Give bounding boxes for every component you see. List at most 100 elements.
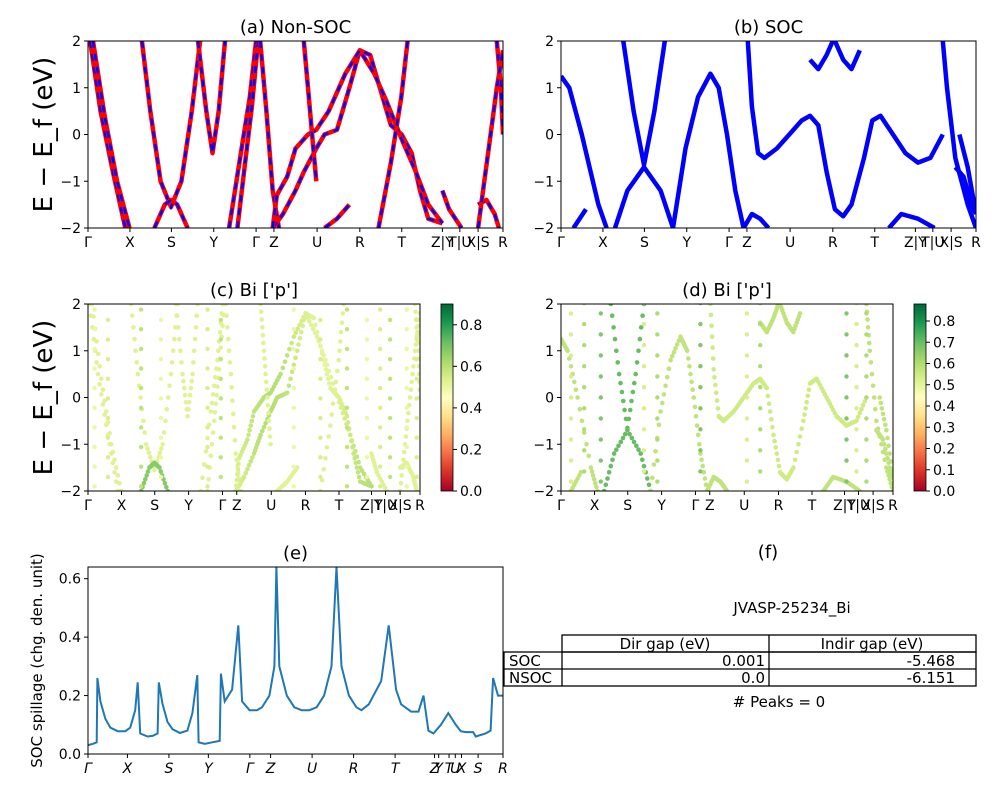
projection-point	[603, 482, 609, 488]
projection-point	[885, 435, 890, 441]
projection-point	[887, 451, 892, 456]
panel-f-title: (f)	[758, 542, 778, 563]
projection-point	[697, 442, 702, 447]
projection-point	[568, 416, 574, 421]
projection-point	[698, 342, 703, 348]
band-line-overlay	[236, 41, 260, 228]
projection-point	[144, 473, 149, 478]
projection-point	[655, 416, 660, 421]
projection-point	[336, 357, 342, 363]
projection-point	[773, 445, 778, 450]
projection-point	[143, 477, 148, 482]
projection-point	[92, 307, 97, 312]
projection-point	[310, 326, 316, 332]
projection-point	[378, 366, 383, 371]
colorbar	[913, 303, 927, 492]
projection-point	[262, 364, 268, 369]
projection-point	[261, 348, 267, 354]
projection-point	[338, 339, 343, 344]
band-line-overlay	[227, 41, 258, 228]
projection-point	[857, 488, 863, 491]
projection-point	[400, 465, 405, 470]
projection-point	[91, 314, 96, 319]
projection-point	[715, 406, 721, 411]
projection-point	[609, 313, 615, 319]
band-line-soc	[612, 164, 676, 228]
band-line-overlay	[153, 198, 189, 228]
projection-point	[205, 488, 210, 491]
x-tick-label: Γ	[84, 498, 92, 514]
gap-table	[503, 634, 977, 687]
projection-point	[618, 380, 623, 386]
projection-point	[744, 479, 750, 484]
projection-point	[229, 385, 234, 390]
panel-title: (b) SOC	[734, 17, 803, 38]
projection-point	[758, 364, 763, 369]
colorbar-tick-label: 0.8	[933, 314, 955, 330]
colorbar-tick-label: 0.4	[460, 401, 482, 417]
projection-point	[138, 395, 143, 400]
projection-point	[224, 313, 229, 319]
projection-point	[409, 379, 415, 385]
projection-point	[645, 476, 650, 481]
projection-point	[844, 332, 849, 337]
projection-point	[225, 325, 230, 330]
projection-point	[187, 399, 192, 405]
projection-point	[415, 298, 419, 302]
projection-point	[138, 327, 144, 332]
projection-point	[864, 458, 869, 463]
projection-point	[864, 353, 869, 358]
projection-point	[94, 339, 99, 344]
projection-point	[260, 428, 265, 434]
projection-point	[286, 383, 292, 389]
projection-point	[764, 385, 770, 391]
projection-point	[864, 479, 869, 484]
projection-point	[338, 329, 344, 335]
projection-point	[105, 420, 111, 425]
projection-point	[568, 374, 574, 379]
projection-point	[414, 376, 419, 381]
x-tick-label: X	[125, 235, 135, 251]
projection-point	[794, 449, 799, 455]
bands	[561, 41, 976, 228]
projection-point	[866, 340, 872, 346]
projection-point	[259, 317, 265, 322]
colorbar-tick-label: 0.4	[933, 399, 955, 415]
projection-point	[138, 346, 144, 352]
projection-point	[246, 432, 251, 438]
projection-point	[323, 357, 328, 363]
projection-point	[641, 469, 647, 474]
projection-point	[336, 399, 342, 405]
projection-point	[568, 458, 574, 463]
projection-point	[881, 417, 887, 422]
projection-point	[608, 463, 614, 469]
panel-title: (d) Bi ['p']	[682, 280, 772, 301]
x-tick-label: Γ	[557, 235, 565, 251]
projection-point	[666, 366, 672, 372]
projection-point	[288, 376, 293, 382]
x-tick-label: X	[598, 235, 608, 251]
projection-point	[844, 395, 849, 400]
projection-point	[146, 450, 152, 456]
projection-point	[211, 418, 217, 424]
panel-c: (c) Bi ['p']210−1−2Γ X S Y Γ Z U R T Z|YT|UX|S R0.…	[29, 280, 482, 514]
table-cell-dir: 0.001	[722, 652, 765, 670]
projection-point	[867, 348, 873, 354]
band-line-overlay	[476, 50, 503, 228]
projection-point	[344, 421, 349, 427]
projection-point	[138, 307, 144, 312]
projection-point	[100, 387, 106, 393]
x-tick-label: X	[590, 498, 600, 514]
colorbar-tick-label: 0.6	[460, 359, 482, 375]
projection-point	[805, 393, 811, 399]
x-tick-label: Z|Y	[431, 235, 454, 251]
projection-point	[158, 337, 164, 342]
projection-point	[291, 405, 296, 410]
projection-point	[774, 451, 780, 456]
projection-point	[803, 406, 808, 411]
projection-point	[844, 353, 849, 358]
projection-point	[280, 365, 286, 371]
projection-point	[344, 307, 350, 312]
projection-point	[611, 325, 616, 330]
projection-point	[364, 455, 370, 460]
